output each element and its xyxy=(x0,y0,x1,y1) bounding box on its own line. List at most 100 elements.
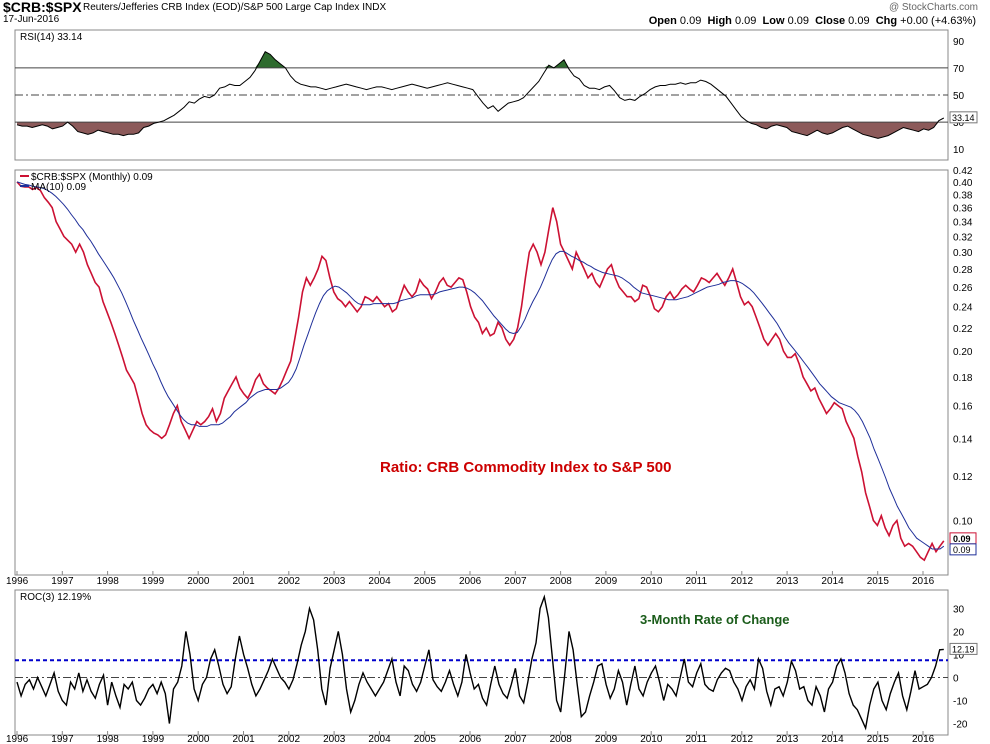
main-tick-label: 0.30 xyxy=(953,248,973,259)
high-label: High xyxy=(707,15,732,27)
roc-x-tick-label: 1998 xyxy=(97,734,120,744)
chart-date: 17-Jun-2016 xyxy=(3,14,60,25)
price-last-value: 0.09 xyxy=(953,534,971,544)
ma-line xyxy=(16,181,945,550)
main-tick-label: 0.38 xyxy=(953,190,973,201)
rsi-last-value-box xyxy=(949,111,978,124)
rsi-oversold-fill xyxy=(17,122,944,139)
main-x-tick-label: 2003 xyxy=(323,576,346,587)
open-label: Open xyxy=(648,15,677,27)
roc-x-tick-label: 2006 xyxy=(459,734,482,744)
roc-x-tick-label: 2008 xyxy=(550,734,573,744)
roc-tick-label: 20 xyxy=(953,627,965,638)
ma-last-value: 0.09 xyxy=(953,545,971,555)
main-tick-label: 0.26 xyxy=(953,283,973,294)
panel-frame xyxy=(14,589,949,736)
exchange-label: INDX xyxy=(362,2,387,13)
main-x-tick-label: 2004 xyxy=(368,576,391,587)
roc-x-tick-label: 2011 xyxy=(686,734,708,744)
main-x-tick-label: 1997 xyxy=(51,576,74,587)
main-x-tick-label: 2013 xyxy=(776,576,799,587)
description-text: Reuters/Jefferies CRB Index (EOD)/S&P 50… xyxy=(83,2,360,13)
main-x-tick-label: 2014 xyxy=(821,576,844,587)
main-x-tick-label: 2010 xyxy=(640,576,663,587)
main-tick-label: 0.10 xyxy=(953,517,973,528)
high-value: 0.09 xyxy=(734,15,757,27)
main-x-tick-label: 2011 xyxy=(686,576,708,587)
main-x-tick-label: 2012 xyxy=(731,576,754,587)
roc-x-tick-label: 2012 xyxy=(731,734,754,744)
open-value: 0.09 xyxy=(679,15,702,27)
panel-frame xyxy=(14,169,949,576)
price-line xyxy=(16,181,945,562)
chg-value: +0.00 (+4.63%) xyxy=(900,15,976,27)
chg-label: Chg xyxy=(875,15,898,27)
roc-x-tick-label: 2014 xyxy=(821,734,844,744)
roc-x-tick-label: 2001 xyxy=(233,734,256,744)
main-x-tick-label: 2006 xyxy=(459,576,482,587)
roc-x-tick-label: 2007 xyxy=(504,734,527,744)
main-tick-label: 0.28 xyxy=(953,265,973,276)
roc-x-tick-label: 2003 xyxy=(323,734,346,744)
roc-x-tick-label: 2004 xyxy=(368,734,391,744)
roc-tick-label: 30 xyxy=(953,604,965,615)
main-x-tick-label: 2005 xyxy=(414,576,437,587)
roc-annotation: 3-Month Rate of Change xyxy=(640,612,790,627)
main-x-tick-label: 2000 xyxy=(187,576,210,587)
close-value: 0.09 xyxy=(848,15,870,27)
roc-x-tick-label: 2013 xyxy=(776,734,799,744)
roc-x-tick-label: 2016 xyxy=(912,734,935,744)
close-label: Close xyxy=(815,15,846,27)
roc-x-tick-label: 2000 xyxy=(187,734,210,744)
main-x-tick-label: 2015 xyxy=(867,576,890,587)
main-tick-label: 0.18 xyxy=(953,373,973,384)
main-tick-label: 0.42 xyxy=(953,166,973,177)
main-tick-label: 0.36 xyxy=(953,204,973,215)
roc-tick-label: 0 xyxy=(953,673,959,684)
main-x-tick-label: 1998 xyxy=(97,576,120,587)
rsi-line xyxy=(16,51,945,139)
roc-tick-label: -20 xyxy=(953,719,968,730)
rsi-tick-label: 50 xyxy=(953,91,965,102)
roc-last-value: 12.19 xyxy=(952,644,975,654)
main-x-tick-label: 1996 xyxy=(6,576,29,587)
roc-x-tick-label: 2002 xyxy=(278,734,301,744)
watermark: @ StockCharts.com xyxy=(888,2,978,13)
rsi-tick-label: 30 xyxy=(953,118,965,129)
ma-last-box xyxy=(949,543,977,556)
rsi-tick-label: 10 xyxy=(953,145,965,156)
roc-legend: ROC(3) 12.19% xyxy=(20,592,91,603)
roc-tick-label: -10 xyxy=(953,696,968,707)
roc-x-tick-label: 2010 xyxy=(640,734,663,744)
rsi-last-value: 33.14 xyxy=(952,113,975,123)
rsi-tick-label: 70 xyxy=(953,64,965,75)
low-value: 0.09 xyxy=(787,15,809,27)
price-legend: $CRB:$SPX (Monthly) 0.09 xyxy=(31,172,153,183)
main-tick-label: 0.22 xyxy=(953,324,973,335)
main-tick-label: 0.34 xyxy=(953,218,973,229)
symbol-title: $CRB:$SPX xyxy=(3,0,82,15)
main-tick-label: 0.12 xyxy=(953,472,973,483)
main-x-tick-label: 2001 xyxy=(233,576,256,587)
main-tick-label: 0.20 xyxy=(953,347,973,358)
roc-x-tick-label: 1996 xyxy=(6,734,29,744)
main-x-tick-label: 2002 xyxy=(278,576,301,587)
rsi-tick-label: 90 xyxy=(953,37,965,48)
roc-tick-label: 10 xyxy=(953,650,965,661)
main-tick-label: 0.16 xyxy=(953,402,973,413)
roc-x-tick-label: 1999 xyxy=(142,734,165,744)
roc-x-tick-label: 2009 xyxy=(595,734,618,744)
main-x-tick-label: 2016 xyxy=(912,576,935,587)
main-tick-label: 0.32 xyxy=(953,232,973,243)
main-tick-label: 0.40 xyxy=(953,178,973,189)
main-x-tick-label: 2008 xyxy=(550,576,573,587)
main-x-tick-label: 2009 xyxy=(595,576,618,587)
roc-x-tick-label: 1997 xyxy=(51,734,74,744)
ma-legend: MA(10) 0.09 xyxy=(31,182,86,193)
main-tick-label: 0.14 xyxy=(953,434,973,445)
main-x-tick-label: 1999 xyxy=(142,576,165,587)
low-label: Low xyxy=(762,15,785,27)
main-tick-label: 0.24 xyxy=(953,303,973,314)
chart-description: Reuters/Jefferies CRB Index (EOD)/S&P 50… xyxy=(83,2,386,13)
